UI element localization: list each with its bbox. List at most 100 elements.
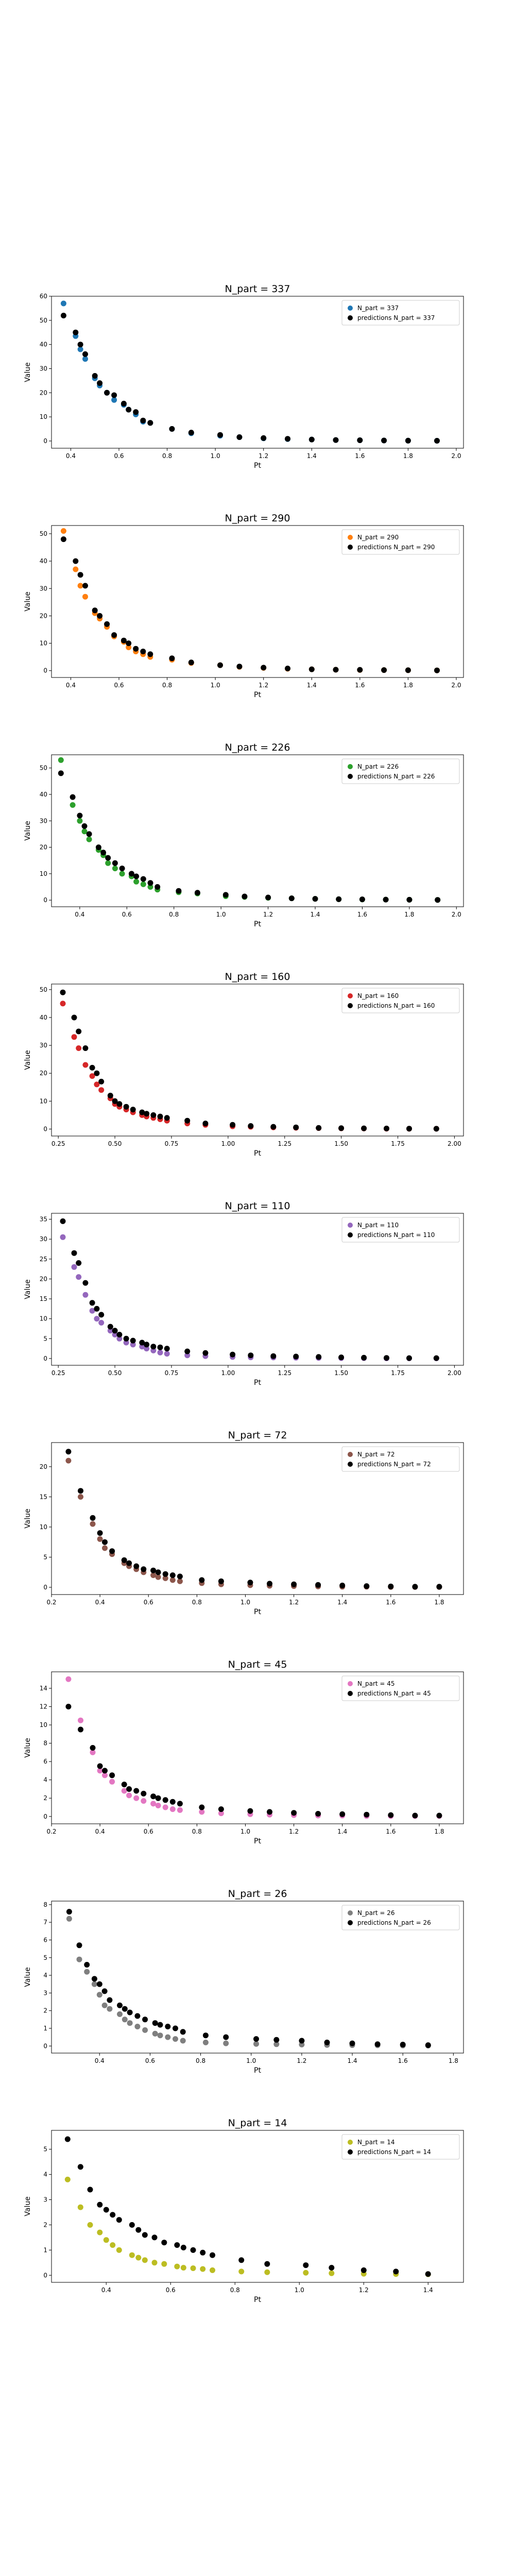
y-tick-label: 0 (43, 2272, 47, 2279)
x-tick-label: 1.75 (391, 1140, 405, 1147)
prediction-point (288, 895, 295, 902)
data-point (199, 1809, 205, 1815)
prediction-point (247, 1580, 253, 1586)
data-point (77, 583, 83, 589)
x-tick-label: 2.0 (451, 682, 461, 689)
data-point (150, 1572, 157, 1578)
x-tick-label: 1.0 (241, 1599, 250, 1606)
data-point (150, 1801, 157, 1807)
prediction-point (247, 1808, 253, 1814)
x-tick-label: 1.8 (403, 452, 413, 460)
y-tick-label: 4 (43, 2171, 47, 2178)
y-axis-label: Value (24, 1967, 32, 1987)
data-point (177, 1807, 183, 1813)
chart-panel: N_part = 26 0.4 0.6 0.8 1.0 1.2 1.4 1.6 1.8 0 1 2 3 4… (0, 1886, 515, 2115)
x-tick-label: 0.8 (192, 1599, 202, 1606)
axes-frame (51, 1213, 464, 1366)
prediction-point (127, 2009, 133, 2015)
prediction-point (273, 2037, 280, 2043)
data-point (101, 2002, 108, 2008)
prediction-point (103, 2207, 109, 2213)
prediction-point (357, 437, 363, 443)
x-tick-label: 1.0 (246, 2057, 256, 2064)
y-tick-label: 5 (43, 2146, 47, 2153)
y-tick-label: 20 (40, 612, 47, 619)
prediction-point (316, 1125, 322, 1131)
y-tick-label: 12 (40, 1703, 47, 1710)
data-point (126, 1792, 132, 1799)
prediction-point (176, 888, 182, 894)
prediction-point (184, 1348, 191, 1354)
prediction-point (82, 351, 88, 357)
y-tick-label: 1 (43, 2246, 47, 2253)
data-point (112, 1332, 118, 1337)
prediction-point (77, 812, 83, 819)
prediction-point (230, 1351, 236, 1358)
prediction-point (357, 667, 363, 673)
prediction-point (107, 1997, 113, 2003)
prediction-point (161, 2240, 167, 2246)
x-tick-label: 0.8 (192, 1828, 202, 1835)
data-point (60, 300, 66, 307)
legend-label: predictions N_part = 14 (357, 2148, 431, 2156)
prediction-point (333, 437, 339, 443)
chart-panel: N_part = 72 0.2 0.4 0.6 0.8 1.0 1.2 1.4 1.6 1.8 0 5… (0, 1427, 515, 1656)
prediction-point (77, 2164, 83, 2170)
prediction-point (66, 1909, 72, 1915)
x-tick-label: 0.4 (95, 2057, 105, 2064)
prediction-point (164, 1346, 170, 1352)
prediction-point (364, 1811, 370, 1818)
legend: N_part = 160 predictions N_part = 160 (341, 988, 460, 1013)
prediction-point (82, 1280, 89, 1286)
x-tick-label: 1.00 (221, 1140, 235, 1147)
prediction-point (270, 1353, 277, 1359)
prediction-point (102, 1539, 108, 1545)
legend-marker (348, 306, 353, 311)
x-axis-label: Pt (254, 1837, 261, 1845)
x-tick-label: 1.6 (355, 452, 365, 460)
x-tick-label: 1.2 (289, 1828, 299, 1835)
data-point (162, 1804, 168, 1810)
prediction-point (162, 1571, 168, 1577)
prediction-point (338, 1125, 345, 1131)
prediction-point (152, 2020, 158, 2026)
prediction-point (60, 1218, 66, 1224)
y-tick-label: 30 (40, 817, 47, 824)
x-tick-label: 1.4 (307, 682, 317, 689)
prediction-point (157, 1344, 163, 1350)
axes-frame (51, 296, 464, 449)
chart-panel: N_part = 160 0.25 0.50 0.75 1.00 1.25 1.50 1.75… (0, 969, 515, 1198)
prediction-point (119, 866, 125, 872)
y-tick-label: 0 (43, 667, 47, 674)
data-point (119, 871, 125, 877)
data-point (81, 828, 88, 835)
prediction-point (116, 2217, 122, 2223)
prediction-point (285, 436, 290, 442)
data-point (273, 2041, 280, 2047)
prediction-point (81, 823, 88, 829)
prediction-point (405, 437, 411, 444)
x-tick-label: 0.4 (95, 1599, 105, 1606)
prediction-point (261, 665, 267, 671)
prediction-point (388, 1583, 394, 1589)
x-tick-label: 1.0 (211, 452, 220, 460)
x-tick-label: 0.6 (166, 2286, 176, 2294)
prediction-point (336, 896, 342, 902)
chart-panel: N_part = 226 0.4 0.6 0.8 1.0 1.2 1.4 1.6 1.8 2.0 0… (0, 739, 515, 969)
y-tick-label: 5 (43, 1954, 47, 1961)
legend-box (341, 2134, 460, 2160)
y-tick-label: 7 (43, 1919, 47, 1926)
y-tick-label: 10 (40, 1097, 47, 1105)
x-tick-label: 1.75 (391, 1369, 405, 1377)
data-point (107, 2006, 113, 2012)
data-point (76, 1045, 82, 1051)
y-axis-label: Value (24, 1509, 32, 1528)
prediction-point (123, 1104, 129, 1110)
x-axis-label: Pt (254, 1608, 261, 1616)
prediction-point (285, 666, 290, 671)
data-point (142, 2257, 148, 2263)
prediction-point (73, 329, 79, 335)
points (60, 528, 440, 673)
data-point (91, 1981, 97, 1987)
prediction-point (169, 655, 175, 662)
